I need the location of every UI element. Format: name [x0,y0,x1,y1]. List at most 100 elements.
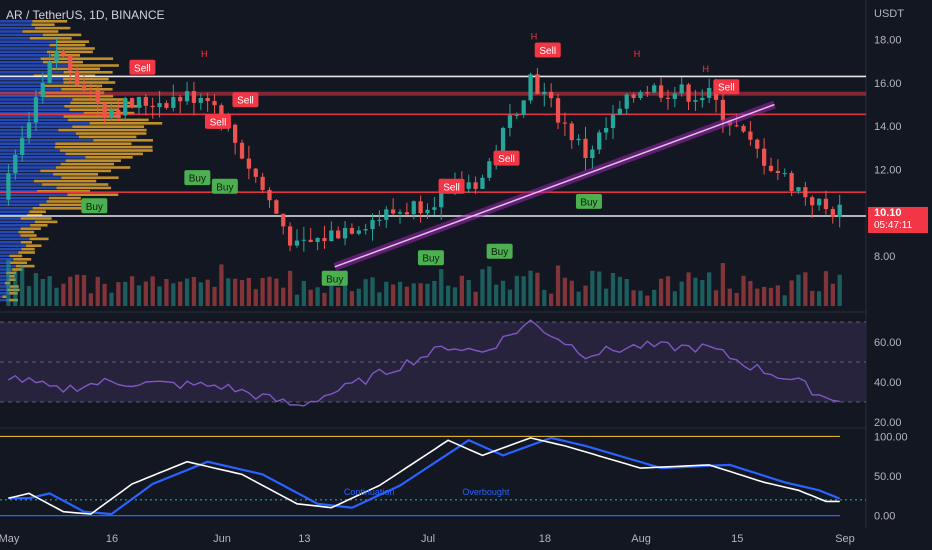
volume-bar [384,281,389,306]
candle-body [233,124,238,143]
candle-body [336,230,341,239]
volume-profile-bar-up [29,37,72,40]
candle-body [150,105,155,108]
volume-bar [143,281,148,306]
volume-profile-bar-down [0,247,22,251]
signal-label-text: Sell [134,63,151,74]
volume-bar [624,279,629,306]
osc-tick-label: 50.00 [874,471,902,483]
volume-bar [47,276,52,306]
rsi-line [8,319,840,407]
volume-profile-bar-down [0,275,10,278]
volume-profile-bar-down [0,159,66,162]
volume-bar [184,278,190,306]
volume-bar [693,277,698,306]
candle-body [549,91,554,99]
candle-body [384,209,389,220]
candle-body [480,177,485,189]
volume-profile-bar-down [0,162,61,166]
volume-profile-bar-down [0,224,31,227]
sell-signal: Sell [713,79,740,95]
signal-label-text: Buy [86,202,103,213]
candle-body [535,74,540,95]
volume-bar [246,277,252,306]
volume-profile-bar-up [21,247,35,251]
price-tick-label: 14.00 [874,121,902,133]
price-tick-label: 16.00 [874,78,902,90]
volume-bar [590,270,595,306]
volume-bar [658,278,664,306]
candle-body [377,219,382,221]
signal-label-box [417,250,444,266]
volume-profile-bar-down [0,234,21,237]
volume-bar [810,290,815,306]
volume-bar [645,295,650,306]
volume-profile-bar-down [0,258,14,261]
volume-profile-bar-up [55,40,90,43]
volume-profile-bar-down [0,193,68,196]
buy-signal: Buy [417,250,444,266]
volume-profile-bar-up [22,30,59,33]
volume-profile-bar-down [0,190,38,193]
candle-body [329,230,334,242]
volume-bar [274,278,279,306]
volume-bar [88,293,94,306]
volume-profile-bar-down [0,220,35,224]
signal-label-box [81,198,108,214]
volume-profile-bar-up [18,230,35,234]
volume-profile-bar-up [34,220,58,224]
volume-profile-bar-down [0,88,62,91]
volume-profile-bar-up [57,47,95,50]
volume-profile-bar-up [8,278,16,281]
volume-bar [33,273,39,306]
volume-bar [26,286,32,306]
volume-profile-bar-up [27,213,43,217]
volume-bar [191,276,197,306]
volume-profile-bar-down [0,33,43,37]
volume-profile-bar-up [20,241,32,244]
volume-bar [425,283,430,306]
signal-label-box [534,42,561,58]
volume-profile-bar-up [67,193,119,196]
candle-body [782,172,787,174]
candle-body [123,98,128,116]
high-mark: H [634,49,641,59]
candle-body [40,82,45,98]
buy-signal: Buy [184,170,211,186]
candle-body [171,97,176,108]
volume-bar [631,290,636,306]
volume-profile-bar-up [35,26,71,30]
volume-profile-bar-down [0,37,30,40]
candle-body [239,142,245,159]
volume-bar [287,270,293,306]
volume-profile-bar-down [0,227,21,230]
volume-profile-bar-up [63,115,121,118]
volume-profile-bar-up [29,210,46,213]
candle-body [342,227,348,239]
candle-body [397,212,403,214]
volume-bar [686,272,691,306]
candle-body [796,187,801,191]
candle-body [157,103,162,108]
volume-profile-bar-down [0,115,64,118]
volume-bar [260,278,265,306]
volume-profile-bar-up [48,196,81,200]
volume-bar [603,288,609,306]
price-unit-label: USDT [874,8,904,20]
volume-bars [6,259,842,306]
candle-body [26,122,32,139]
rsi-tick-label: 40.00 [874,377,902,389]
volume-profile-bar-down [0,30,23,33]
volume-bar [233,278,238,306]
signal-label-box [184,170,211,186]
volume-profile-bar-down [0,139,94,142]
volume-bar [404,286,410,306]
sell-signal: Sell [534,42,561,58]
sell-signal: Sell [129,59,156,75]
volume-bar [342,270,348,306]
volume-profile-bar-up [25,244,42,247]
candle-body [652,85,657,93]
volume-profile-bar-down [0,77,64,81]
candle-body [178,97,183,102]
